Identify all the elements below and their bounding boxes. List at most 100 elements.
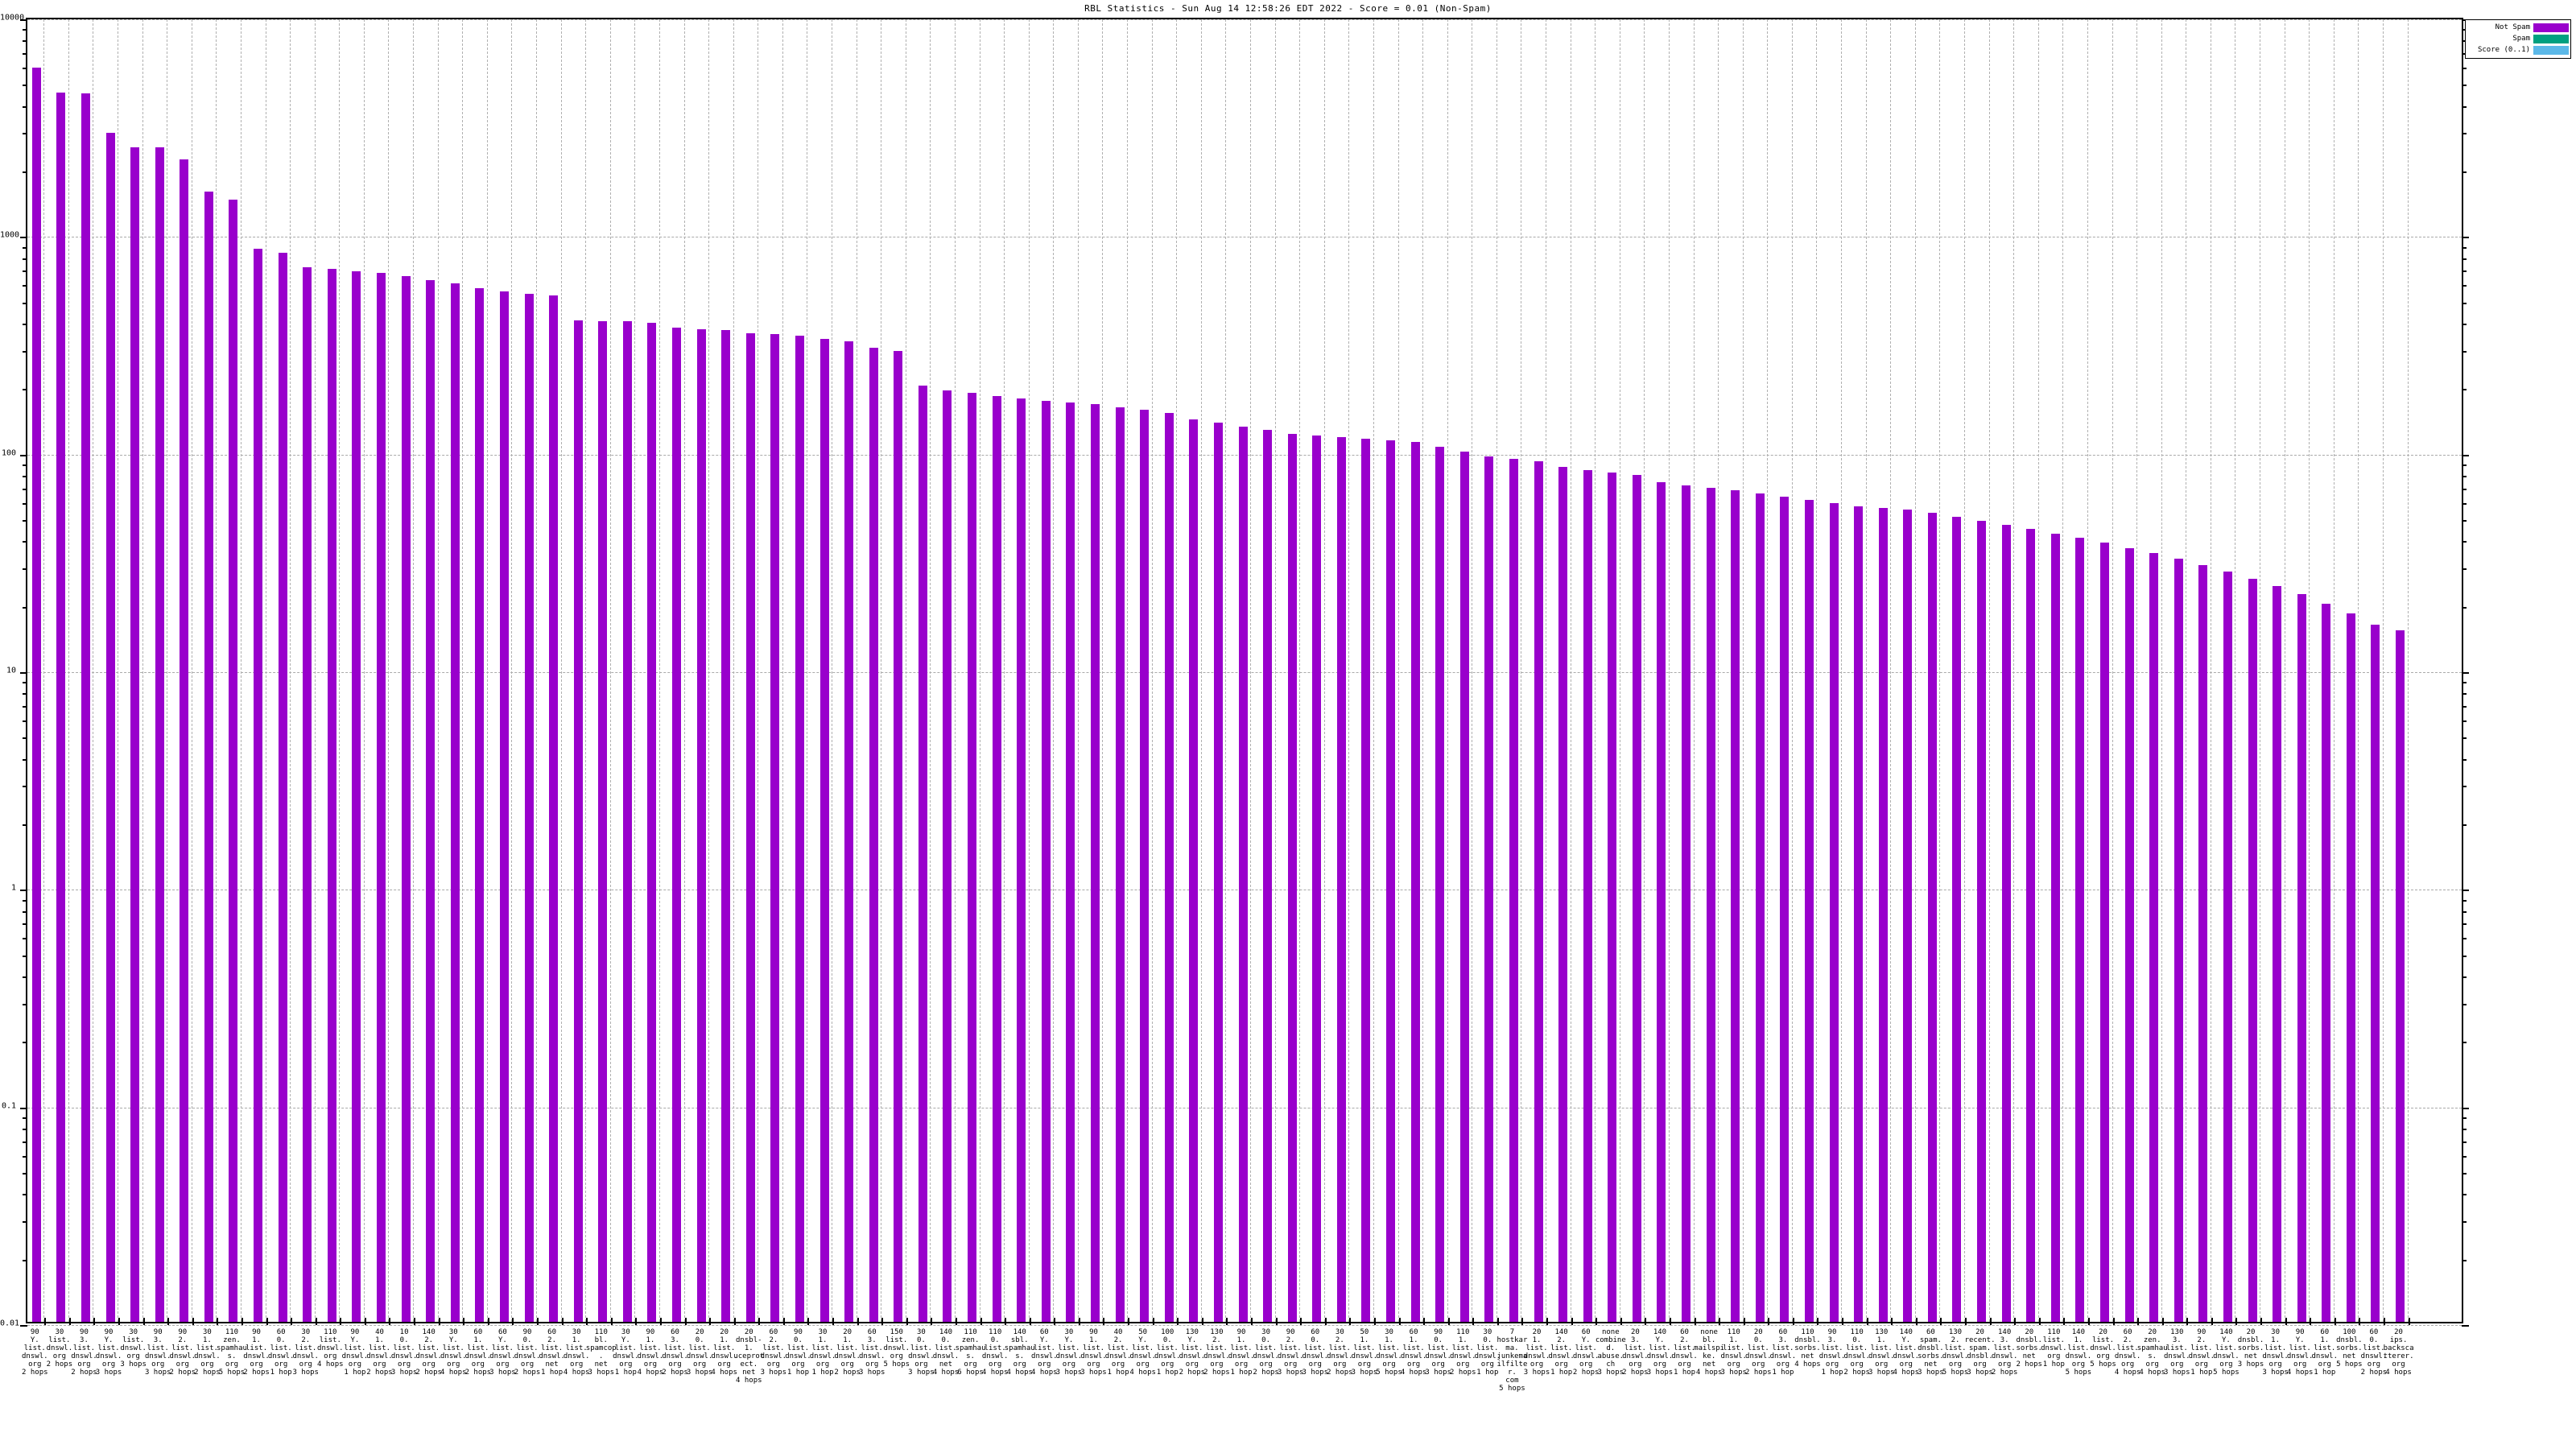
bar[interactable]	[1755, 493, 1765, 1322]
bar[interactable]	[894, 350, 903, 1322]
bar[interactable]	[943, 390, 952, 1322]
bar[interactable]	[1017, 398, 1026, 1322]
bar[interactable]	[1263, 430, 1273, 1322]
bar[interactable]	[647, 322, 657, 1322]
bar[interactable]	[2174, 559, 2183, 1322]
bar[interactable]	[1410, 442, 1420, 1322]
bar[interactable]	[2322, 603, 2331, 1322]
bar[interactable]	[2297, 594, 2306, 1322]
bar[interactable]	[1682, 485, 1691, 1322]
bar[interactable]	[2248, 578, 2257, 1322]
bar[interactable]	[1657, 482, 1666, 1322]
bar[interactable]	[1287, 434, 1297, 1322]
bar[interactable]	[2149, 553, 2159, 1322]
bar[interactable]	[2396, 630, 2405, 1322]
bar[interactable]	[869, 347, 878, 1322]
bar[interactable]	[1952, 517, 1962, 1322]
bar[interactable]	[1238, 426, 1248, 1322]
bar[interactable]	[992, 395, 1001, 1322]
bar[interactable]	[1115, 407, 1125, 1322]
bar[interactable]	[2273, 586, 2282, 1322]
bar[interactable]	[1804, 499, 1814, 1322]
bar[interactable]	[1189, 419, 1199, 1322]
bar[interactable]	[229, 200, 238, 1322]
bar[interactable]	[696, 328, 706, 1322]
bar[interactable]	[475, 288, 485, 1322]
bar[interactable]	[254, 249, 263, 1322]
bar[interactable]	[303, 267, 312, 1322]
bar[interactable]	[105, 133, 115, 1322]
bar[interactable]	[130, 147, 140, 1322]
bar[interactable]	[524, 293, 534, 1322]
bar[interactable]	[2075, 538, 2085, 1322]
bar[interactable]	[31, 67, 41, 1322]
bar[interactable]	[1780, 496, 1790, 1322]
bar[interactable]	[450, 283, 460, 1322]
bar[interactable]	[352, 271, 361, 1322]
bar[interactable]	[573, 320, 583, 1322]
bar[interactable]	[2100, 543, 2109, 1322]
bar[interactable]	[1090, 403, 1100, 1322]
bar[interactable]	[1435, 446, 1445, 1322]
bar[interactable]	[1312, 436, 1322, 1322]
bar[interactable]	[1706, 487, 1715, 1322]
legend-item-score[interactable]: Score (0..1)	[2467, 44, 2569, 56]
bar[interactable]	[770, 334, 780, 1322]
bar[interactable]	[918, 386, 927, 1322]
bar[interactable]	[844, 341, 854, 1322]
bar[interactable]	[819, 338, 829, 1322]
bar[interactable]	[2198, 565, 2208, 1322]
bar[interactable]	[499, 291, 509, 1322]
bar[interactable]	[155, 147, 164, 1322]
bar[interactable]	[56, 93, 66, 1322]
bar[interactable]	[968, 393, 977, 1322]
bar[interactable]	[1632, 474, 1641, 1322]
bar[interactable]	[204, 192, 213, 1322]
bar[interactable]	[401, 275, 411, 1322]
bar[interactable]	[376, 273, 386, 1322]
bar[interactable]	[795, 336, 804, 1322]
bar[interactable]	[1164, 413, 1174, 1322]
bar[interactable]	[1509, 459, 1518, 1322]
bar[interactable]	[180, 159, 189, 1322]
bar[interactable]	[1829, 502, 1839, 1322]
bar[interactable]	[1583, 469, 1592, 1322]
bar[interactable]	[2346, 613, 2355, 1322]
bar[interactable]	[1903, 510, 1913, 1322]
bar[interactable]	[1336, 437, 1346, 1322]
bar[interactable]	[598, 320, 608, 1322]
bar[interactable]	[2124, 547, 2134, 1322]
bar[interactable]	[2001, 524, 2011, 1322]
bar[interactable]	[1558, 466, 1568, 1322]
bar[interactable]	[1484, 456, 1494, 1322]
bar[interactable]	[80, 93, 90, 1322]
bar[interactable]	[2026, 529, 2036, 1322]
bar[interactable]	[426, 280, 436, 1322]
bar[interactable]	[721, 330, 731, 1322]
bar[interactable]	[2223, 572, 2232, 1322]
bar[interactable]	[1534, 461, 1543, 1322]
bar[interactable]	[1977, 520, 1987, 1322]
bar[interactable]	[1213, 423, 1223, 1322]
bar[interactable]	[1459, 451, 1469, 1322]
bar[interactable]	[1140, 410, 1150, 1322]
bar[interactable]	[549, 295, 559, 1322]
bar[interactable]	[1927, 513, 1937, 1322]
legend-item-spam[interactable]: Spam	[2467, 33, 2569, 44]
bar[interactable]	[2371, 624, 2380, 1322]
bar[interactable]	[327, 268, 336, 1322]
legend-item-not-spam[interactable]: Not Spam	[2467, 22, 2569, 33]
bar[interactable]	[672, 328, 682, 1322]
bar[interactable]	[745, 332, 755, 1322]
bar[interactable]	[278, 252, 287, 1322]
bar[interactable]	[2050, 533, 2060, 1322]
bar[interactable]	[1361, 439, 1371, 1322]
bar[interactable]	[1041, 401, 1051, 1322]
bar[interactable]	[1066, 402, 1075, 1322]
bar[interactable]	[1608, 472, 1617, 1322]
bar[interactable]	[1386, 440, 1395, 1322]
bar[interactable]	[1878, 507, 1888, 1322]
bar[interactable]	[1854, 506, 1864, 1322]
bar[interactable]	[1731, 490, 1740, 1322]
bar[interactable]	[622, 321, 632, 1322]
